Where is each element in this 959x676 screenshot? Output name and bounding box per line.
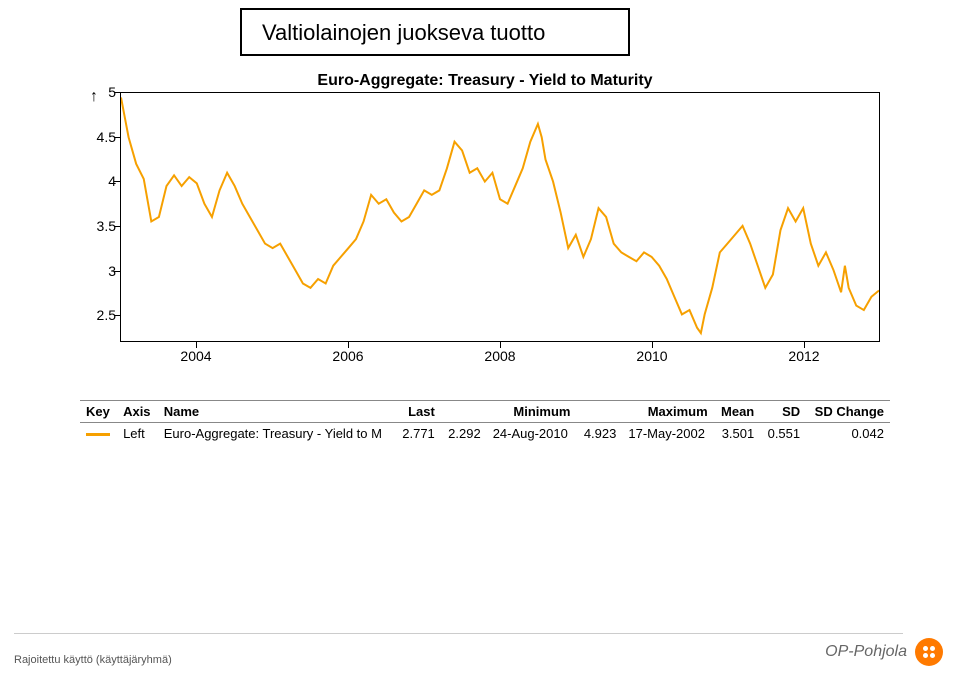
col-key: Key [80, 401, 117, 423]
y-tick-label: 5 [86, 84, 116, 100]
x-tick-label: 2008 [484, 348, 515, 364]
x-tick-label: 2010 [636, 348, 667, 364]
logo-text: OP-Pohjola [825, 643, 907, 661]
x-tick-label: 2012 [788, 348, 819, 364]
col-mean: Mean [714, 401, 761, 423]
y-tick-label: 3 [86, 263, 116, 279]
y-tick-label: 3.5 [86, 218, 116, 234]
logo: OP-Pohjola [825, 638, 943, 666]
cell-max-date: 17-May-2002 [622, 423, 713, 445]
col-axis: Axis [117, 401, 158, 423]
cell-min-val: 2.292 [441, 423, 487, 445]
cell-name: Euro-Aggregate: Treasury - Yield to M [158, 423, 395, 445]
chart-container: Euro-Aggregate: Treasury - Yield to Matu… [80, 72, 890, 382]
col-min: Minimum [441, 401, 577, 423]
y-tick-label: 2.5 [86, 307, 116, 323]
x-tick-label: 2004 [180, 348, 211, 364]
cell-max-val: 4.923 [576, 423, 622, 445]
chart-plot-area [120, 92, 880, 342]
footer-divider [14, 633, 903, 634]
cell-axis: Left [117, 423, 158, 445]
series-color-swatch [86, 433, 110, 436]
logo-icon [915, 638, 943, 666]
table-row: Left Euro-Aggregate: Treasury - Yield to… [80, 423, 890, 445]
cell-sd: 0.551 [760, 423, 806, 445]
col-sdchange: SD Change [806, 401, 890, 423]
col-sd: SD [760, 401, 806, 423]
cell-min-date: 24-Aug-2010 [487, 423, 577, 445]
title-box: Valtiolainojen juokseva tuotto [240, 8, 630, 56]
cell-last: 2.771 [395, 423, 441, 445]
y-tick-label: 4.5 [86, 129, 116, 145]
stats-table: Key Axis Name Last Minimum Maximum Mean … [80, 400, 890, 444]
chart-title: Euro-Aggregate: Treasury - Yield to Matu… [80, 72, 890, 90]
x-tick-label: 2006 [332, 348, 363, 364]
cell-key [80, 423, 117, 445]
col-name: Name [158, 401, 395, 423]
footer-text: Rajoitettu käyttö (käyttäjäryhmä) [14, 654, 172, 666]
page-title: Valtiolainojen juokseva tuotto [262, 20, 545, 46]
cell-mean: 3.501 [714, 423, 761, 445]
y-tick-label: 4 [86, 173, 116, 189]
col-last: Last [395, 401, 441, 423]
col-max: Maximum [576, 401, 713, 423]
cell-sdchange: 0.042 [806, 423, 890, 445]
